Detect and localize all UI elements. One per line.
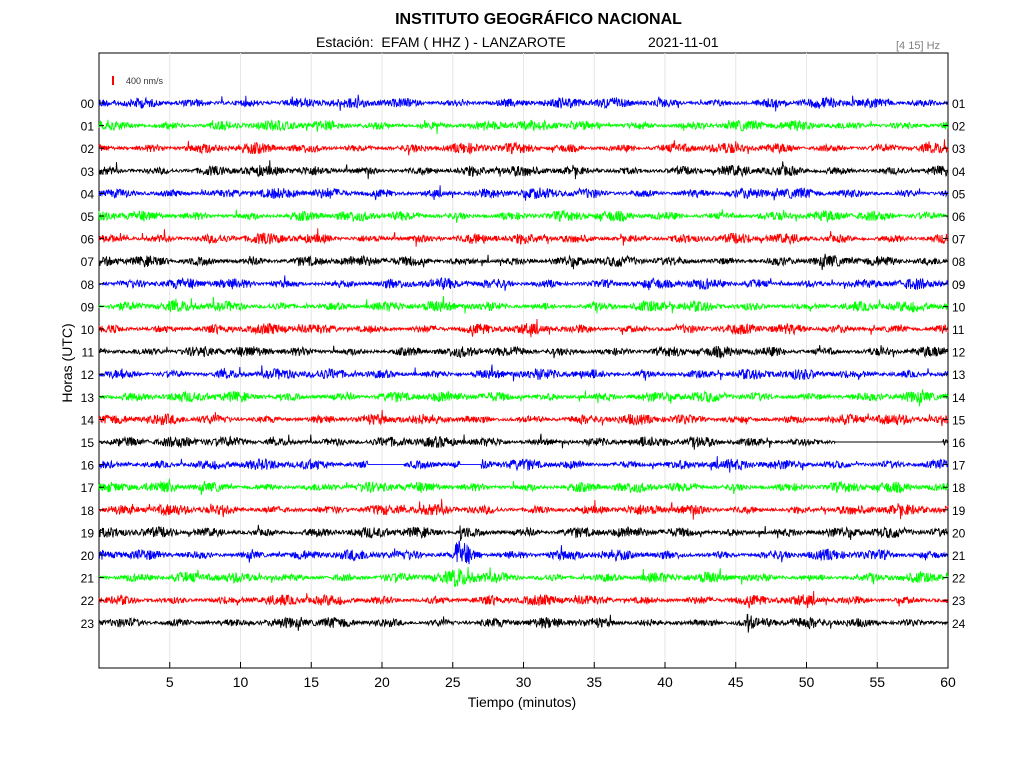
trace-hour-08 — [98, 275, 949, 291]
trace-hour-02 — [98, 139, 949, 156]
x-tick-label: 60 — [940, 674, 956, 690]
hour-label-left: 06 — [81, 233, 95, 247]
trace-hour-10 — [98, 319, 949, 338]
hour-label-right: 14 — [952, 391, 966, 405]
hour-label-left: 17 — [81, 481, 95, 495]
trace-hour-05 — [98, 208, 949, 224]
hour-label-left: 11 — [82, 346, 95, 360]
trace-hour-12 — [98, 364, 949, 382]
trace-hour-23 — [98, 613, 949, 633]
hour-label-right: 24 — [952, 617, 966, 631]
trace-hour-19 — [98, 524, 949, 541]
hour-label-left: 01 — [81, 120, 95, 134]
trace-hour-15 — [98, 433, 949, 450]
trace-hour-21 — [98, 566, 949, 588]
hour-label-right: 13 — [952, 368, 966, 382]
hour-label-right: 12 — [952, 346, 966, 360]
hour-label-right: 22 — [952, 572, 966, 586]
hour-label-right: 15 — [952, 413, 966, 427]
x-tick-label: 50 — [799, 674, 815, 690]
hour-label-right: 07 — [952, 233, 966, 247]
scale-bar-label: 400 nm/s — [126, 76, 164, 86]
trace-hour-18 — [98, 498, 949, 520]
hour-label-left: 20 — [81, 549, 95, 563]
hour-label-left: 02 — [81, 142, 95, 156]
hour-label-right: 21 — [952, 549, 966, 563]
trace-hour-22 — [98, 591, 949, 609]
hour-label-left: 18 — [81, 504, 95, 518]
hour-label-right: 06 — [952, 210, 966, 224]
trace-hour-13 — [98, 389, 949, 407]
filter-band-label: [4 15] Hz — [896, 40, 941, 52]
hour-label-right: 01 — [952, 97, 966, 111]
trace-hour-17 — [98, 478, 949, 495]
hour-label-left: 16 — [81, 459, 95, 473]
y-axis-label: Horas (UTC) — [59, 323, 75, 402]
x-tick-label: 45 — [728, 674, 744, 690]
trace-hour-14 — [98, 409, 949, 427]
hour-label-left: 00 — [81, 97, 95, 111]
trace-hour-09 — [98, 295, 949, 314]
hour-label-right: 05 — [952, 187, 966, 201]
x-tick-label: 35 — [586, 674, 602, 690]
hour-label-left: 19 — [81, 526, 95, 540]
grid-lines — [169, 53, 878, 668]
hour-label-left: 22 — [81, 594, 95, 608]
hour-label-left: 21 — [81, 572, 95, 586]
hour-label-left: 12 — [81, 368, 95, 382]
hour-label-left: 07 — [81, 255, 95, 269]
hour-label-right: 16 — [952, 436, 966, 450]
hour-label-right: 09 — [952, 278, 966, 292]
x-axis: 5 10 15 20 25 30 35 40 45 50 55 60 — [166, 662, 956, 690]
x-tick-label: 55 — [869, 674, 885, 690]
hour-label-left: 14 — [81, 413, 95, 427]
x-tick-label: 30 — [516, 674, 532, 690]
trace-hour-16 — [98, 456, 949, 473]
hour-label-right: 23 — [952, 594, 966, 608]
hour-label-right: 10 — [952, 300, 966, 314]
hour-label-right: 18 — [952, 481, 966, 495]
hour-label-right: 02 — [952, 120, 966, 134]
station-label: Estación: EFAM ( HHZ ) - LANZAROTE — [316, 34, 566, 50]
x-tick-label: 40 — [657, 674, 673, 690]
traces — [98, 94, 949, 633]
hour-label-right: 17 — [952, 459, 966, 473]
hour-label-left: 09 — [81, 300, 95, 314]
trace-hour-03 — [98, 160, 949, 180]
hour-label-left: 08 — [81, 278, 95, 292]
x-tick-label: 5 — [166, 674, 174, 690]
hour-label-left: 10 — [81, 323, 95, 337]
hour-label-right: 08 — [952, 255, 966, 269]
x-tick-label: 20 — [374, 674, 390, 690]
hour-label-right: 19 — [952, 504, 966, 518]
hour-label-left: 05 — [81, 210, 95, 224]
hour-label-right: 20 — [952, 526, 966, 540]
scale-bar: 400 nm/s — [112, 76, 164, 86]
trace-hour-06 — [98, 228, 949, 247]
date-label: 2021-11-01 — [648, 34, 719, 50]
hour-label-right: 03 — [952, 142, 966, 156]
x-tick-label: 15 — [303, 674, 319, 690]
trace-hour-07 — [98, 253, 949, 271]
hour-label-left: 23 — [81, 617, 95, 631]
hour-labels: 00 01 01 02 02 03 03 04 04 05 05 06 06 07 07 08 08 09 09 10… — [81, 97, 966, 631]
hour-label-left: 13 — [81, 391, 95, 405]
chart-title: INSTITUTO GEOGRÁFICO NACIONAL — [395, 11, 682, 28]
hour-label-left: 04 — [81, 187, 95, 201]
x-tick-label: 25 — [445, 674, 461, 690]
trace-hour-20 — [98, 540, 949, 565]
trace-hour-04 — [98, 185, 949, 201]
trace-hour-11 — [98, 344, 949, 360]
x-axis-label: Tiempo (minutos) — [468, 694, 576, 710]
hour-label-right: 11 — [952, 323, 965, 337]
x-tick-label: 10 — [233, 674, 249, 690]
hour-label-right: 04 — [952, 165, 966, 179]
trace-hour-01 — [98, 119, 949, 135]
hour-label-left: 03 — [81, 165, 95, 179]
hour-label-left: 15 — [81, 436, 95, 450]
trace-hour-00 — [98, 94, 949, 112]
